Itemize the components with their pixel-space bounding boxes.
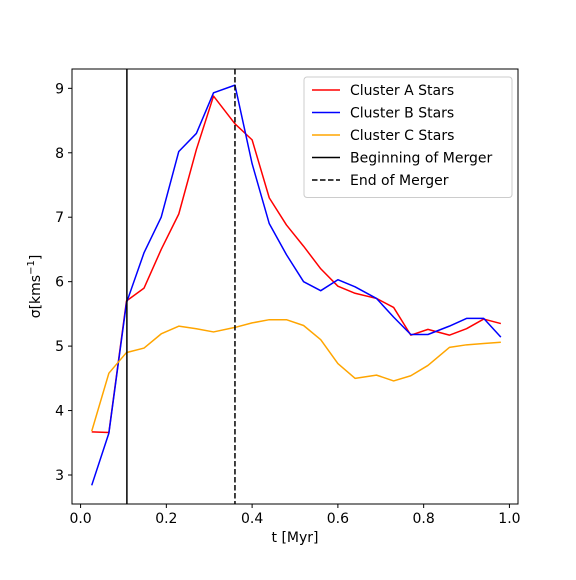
legend-label-cluster-c-stars: Cluster C Stars [350, 128, 454, 144]
y-tick-label: 8 [55, 146, 64, 162]
x-tick-label: 0.4 [241, 511, 263, 527]
legend-label-beginning-of-merger: Beginning of Merger [350, 151, 492, 167]
y-tick-label: 9 [55, 81, 64, 97]
x-tick-label: 0.0 [69, 511, 91, 527]
x-tick-label: 0.2 [155, 511, 177, 527]
y-tick-label: 4 [55, 404, 64, 420]
legend-box [303, 76, 513, 198]
legend-label-cluster-b-stars: Cluster B Stars [350, 106, 454, 122]
y-tick-label: 5 [55, 339, 64, 355]
series-line-cluster-a-stars [91, 95, 502, 434]
plot-frame [71, 68, 519, 505]
plot-area [91, 69, 502, 504]
legend: Cluster A Stars Cluster B Stars Cluster C … [303, 76, 513, 198]
x-tick-label: 1.0 [498, 511, 520, 527]
x-tick-label: 0.8 [413, 511, 435, 527]
ticks-layer: 0.0 0.2 0.4 0.6 0.8 1.0 3 4 5 6 7 8 9 [55, 81, 520, 527]
marks-layer [91, 69, 502, 504]
legend-label-cluster-a-stars: Cluster A Stars [350, 83, 454, 99]
y-tick-label: 7 [55, 210, 64, 226]
y-tick-label: 3 [55, 468, 64, 484]
x-axis-label: t [Myr] [272, 530, 319, 546]
series-line-cluster-c-stars [91, 318, 501, 432]
x-tick-label: 0.6 [327, 511, 349, 527]
series-line-cluster-b-stars [91, 84, 502, 486]
y-tick-label: 6 [55, 275, 64, 291]
legend-label-end-of-merger: End of Merger [350, 173, 449, 189]
y-axis-label: σ[kms−1] [26, 255, 44, 319]
